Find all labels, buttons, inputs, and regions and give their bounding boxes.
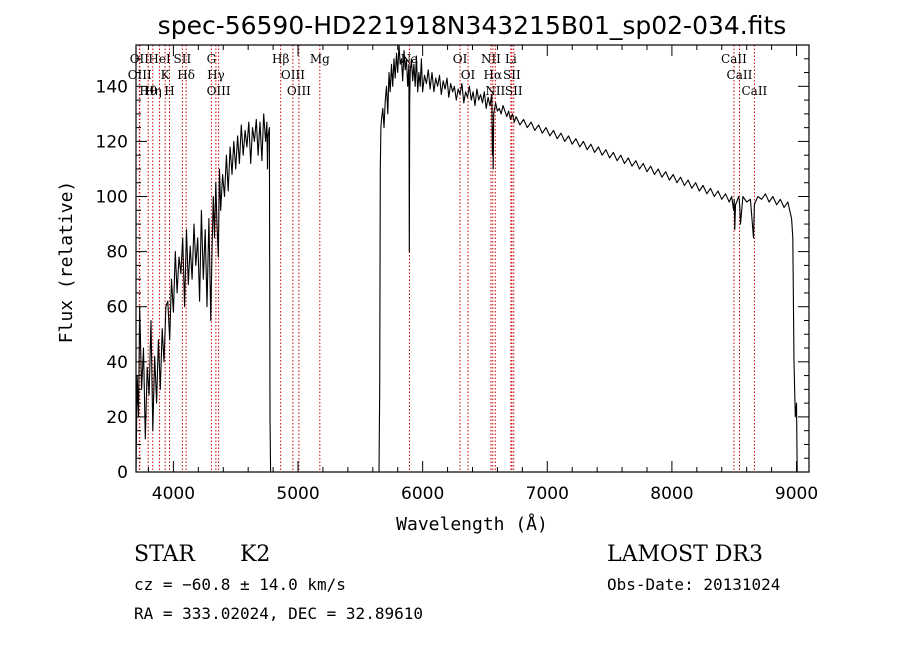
spectral-line-label: Na: [401, 52, 419, 66]
spectral-line-label: NII: [485, 84, 505, 98]
spectral-line-label: SII: [174, 52, 192, 66]
plot-frame: [135, 44, 810, 473]
obs-date: Obs-Date: 20131024: [607, 575, 780, 594]
spectral-line-label: Hδ: [177, 68, 195, 82]
spectral-line-label: OIII: [128, 68, 152, 82]
y-tick-label: 140: [96, 77, 128, 97]
object-subclass: K2: [240, 542, 270, 567]
y-tick-label: 80: [106, 243, 128, 263]
coordinates: RA = 333.02024, DEC = 32.89610: [134, 604, 423, 623]
spectral-line-label: SII: [505, 84, 523, 98]
survey-name: LAMOST DR3: [607, 542, 763, 567]
x-tick-label: 4000: [152, 484, 195, 504]
spectral-line-label: G: [207, 52, 217, 66]
x-axis-label: Wavelength (Å): [396, 513, 548, 535]
x-tick-label: 6000: [401, 484, 444, 504]
spectral-line-label: Mg: [310, 52, 330, 66]
spectral-line-label: CaII: [741, 84, 767, 98]
flux-spectrum-line: [135, 44, 798, 473]
redshift-readout: cz = −60.8 ± 14.0 km/s: [134, 575, 346, 594]
y-tick-label: 20: [106, 408, 128, 428]
x-tick-label: 7000: [526, 484, 569, 504]
spectral-line-label: CaII: [727, 68, 753, 82]
object-class: STAR: [134, 542, 196, 567]
spectral-line-label: NII: [481, 52, 501, 66]
spectral-line-label: OI: [453, 52, 468, 66]
chart-title: spec-56590-HD221918N343215B01_sp02-034.f…: [158, 11, 787, 40]
spectral-line-label: OIII: [207, 84, 231, 98]
spectral-line-label: Hα: [484, 68, 503, 82]
spectral-lines-layer: [138, 45, 755, 472]
y-tick-label: 100: [96, 188, 128, 208]
spectral-line-label: OI: [461, 68, 476, 82]
spectral-line-label: Hθ: [139, 84, 157, 98]
y-tick-label: 0: [117, 463, 128, 483]
series-layer: [135, 44, 798, 473]
spectral-line-label: Hγ: [207, 68, 225, 82]
spectral-line-label: Li: [505, 52, 517, 66]
x-tick-label: 8000: [650, 484, 693, 504]
spectral-line-label: HeI: [148, 52, 171, 66]
y-tick-label: 120: [96, 132, 128, 152]
x-tick-label: 5000: [276, 484, 319, 504]
axes-layer: 4000 5000 6000 7000 8000 9000 0 20 40 60 80 100 120 1…: [96, 44, 818, 504]
spectral-line-label: OIII: [287, 84, 311, 98]
spectral-line-label: CaII: [721, 52, 747, 66]
spectral-line-label: Hη: [144, 84, 162, 98]
spectral-line-label: K: [161, 68, 171, 82]
y-tick-label: 40: [106, 353, 128, 373]
y-axis-label: Flux (relative): [56, 181, 77, 344]
spectral-line-label: Hβ: [272, 52, 289, 66]
spectral-line-label: H: [164, 84, 174, 98]
spectral-line-label: SII: [503, 68, 521, 82]
x-tick-label: 9000: [775, 484, 818, 504]
spectral-line-label: OII: [130, 52, 150, 66]
y-tick-label: 60: [106, 298, 128, 318]
spectral-line-label: OIII: [281, 68, 305, 82]
